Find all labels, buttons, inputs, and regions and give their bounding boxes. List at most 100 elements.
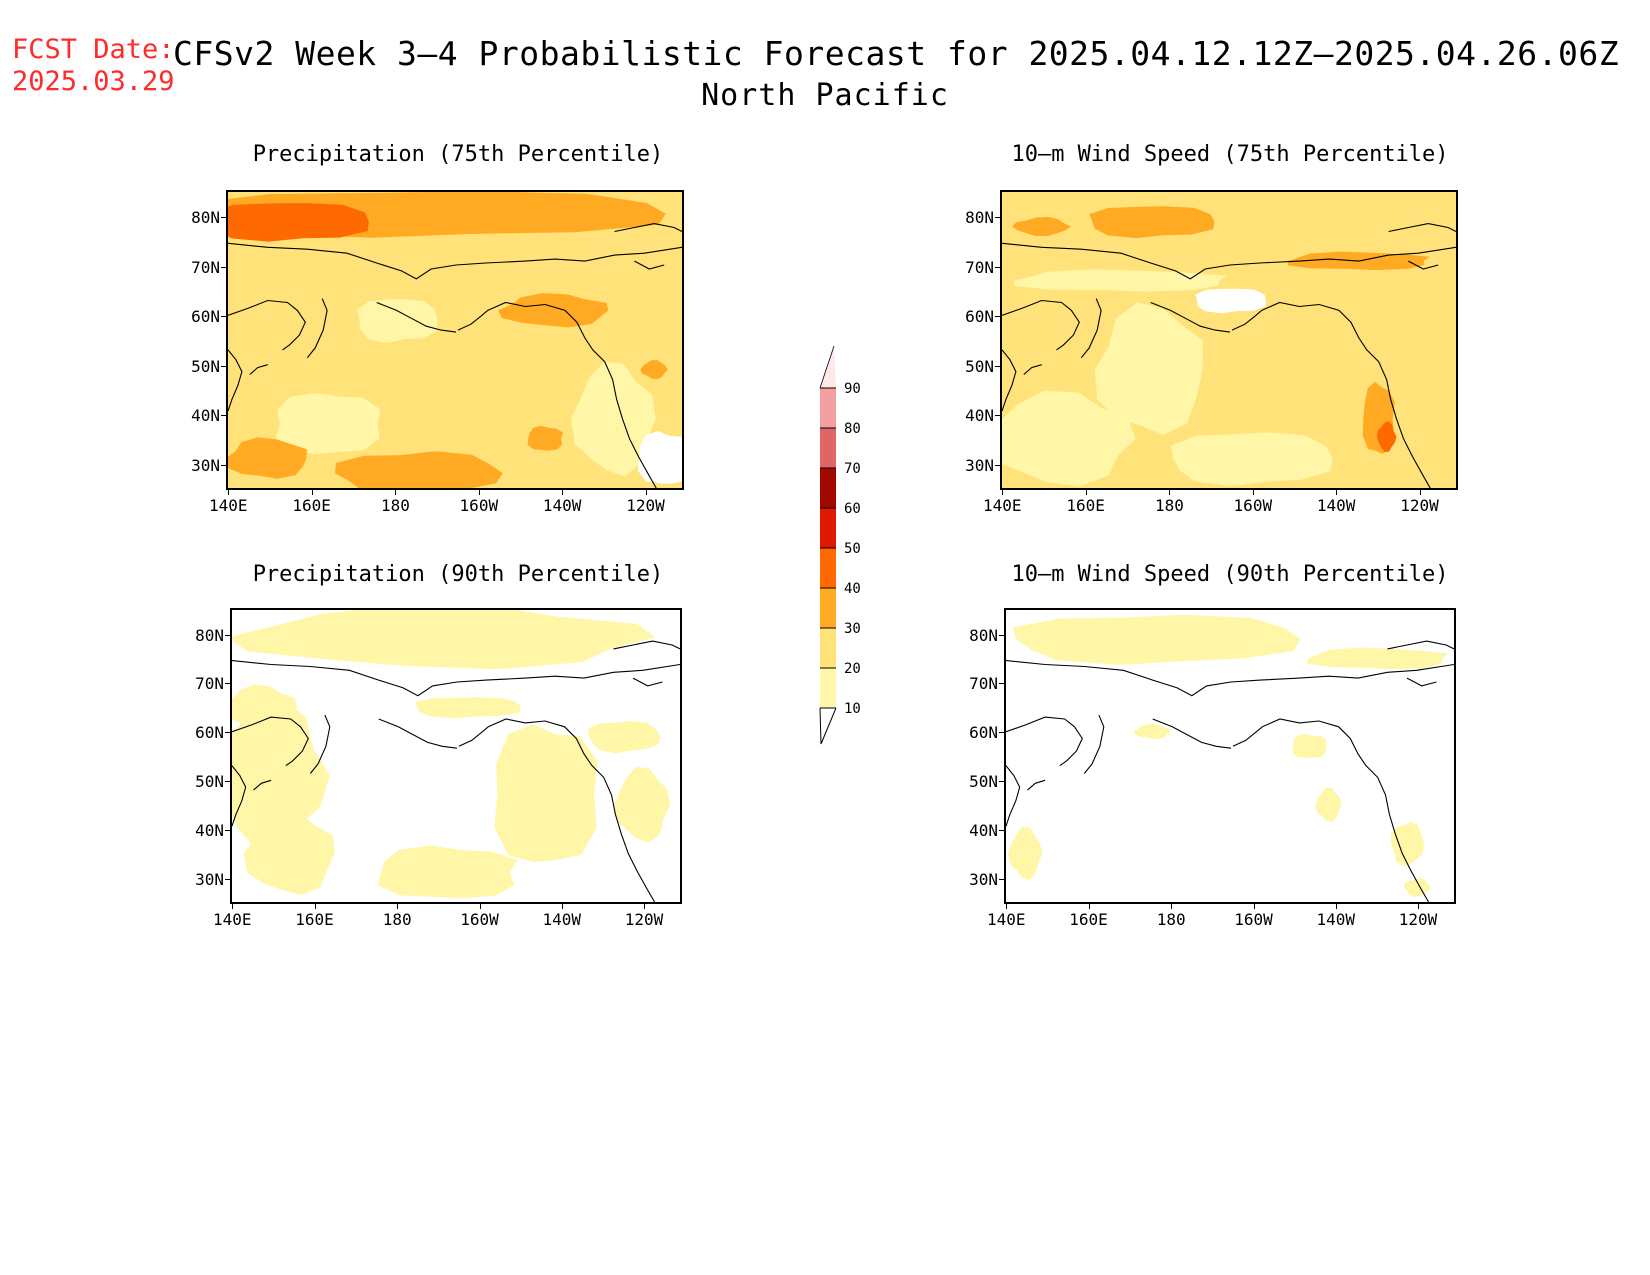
probability-region xyxy=(1008,827,1043,880)
probability-region xyxy=(228,203,369,242)
lat-tick-label: 50N xyxy=(191,356,220,376)
colorbar-label: 20 xyxy=(844,661,861,677)
colorbar-svg: 10 20 30 40 50 60 70 80 90 xyxy=(819,345,861,745)
probability-region xyxy=(378,845,518,899)
probability-region xyxy=(1002,390,1136,487)
lon-tick-label: 180 xyxy=(1156,910,1186,929)
probability-region xyxy=(228,437,307,479)
lat-tick-mark xyxy=(999,878,1004,880)
lon-tick-mark xyxy=(479,904,481,909)
probability-region xyxy=(1411,450,1446,486)
lon-tick-label: 180 xyxy=(382,910,412,929)
probability-region xyxy=(1292,733,1327,758)
probability-region xyxy=(1376,421,1397,452)
lon-tick-mark xyxy=(228,490,230,495)
lat-tick-mark xyxy=(999,732,1004,734)
lat-tick-mark xyxy=(995,464,1000,466)
map-wind-90 xyxy=(1004,608,1456,904)
colorbar-label: 30 xyxy=(844,621,861,637)
probability-region xyxy=(1013,269,1228,292)
probability-region xyxy=(243,810,335,896)
colorbar-segment xyxy=(820,628,836,668)
map-wind-75 xyxy=(1000,190,1458,490)
probability-region xyxy=(1403,878,1431,897)
panel-title-wind-75: 10–m Wind Speed (75th Percentile) xyxy=(1011,142,1449,167)
lon-tick-mark xyxy=(1419,490,1421,495)
lon-tick-mark xyxy=(562,490,564,495)
lon-tick-mark xyxy=(311,490,313,495)
lat-tick-label: 40N xyxy=(195,821,224,840)
lat-tick-label: 50N xyxy=(965,356,994,376)
lon-tick-label: 140W xyxy=(1316,496,1356,515)
colorbar-label: 10 xyxy=(844,701,861,717)
map-canvas xyxy=(228,192,682,488)
probability-region xyxy=(1315,787,1342,822)
lon-tick-mark xyxy=(645,490,647,495)
colorbar-label: 60 xyxy=(844,501,861,517)
lat-tick-label: 60N xyxy=(195,723,224,743)
coastline xyxy=(1006,640,1454,902)
lat-tick-label: 60N xyxy=(191,307,220,326)
probability-region xyxy=(1170,432,1333,487)
lat-tick-label: 80N xyxy=(969,625,998,645)
lon-tick-label: 160W xyxy=(460,910,499,929)
map-canvas xyxy=(1006,610,1454,902)
probability-region xyxy=(276,392,381,454)
lon-tick-label: 140W xyxy=(542,496,582,515)
probability-region xyxy=(335,451,503,488)
lon-tick-mark xyxy=(1252,490,1254,495)
probability-region xyxy=(1390,821,1425,867)
probability-region xyxy=(494,724,598,862)
lat-tick-label: 70N xyxy=(965,257,994,277)
lat-tick-label: 70N xyxy=(969,674,998,694)
lon-tick-mark xyxy=(1006,904,1008,909)
lat-tick-mark xyxy=(221,217,226,218)
lat-tick-label: 30N xyxy=(191,455,220,475)
panel-title-precip-75: Precipitation (75th Percentile) xyxy=(252,142,664,167)
probability-region xyxy=(232,610,656,670)
lon-tick-mark xyxy=(395,490,397,495)
probability-region xyxy=(614,766,671,843)
lat-tick-label: 80N xyxy=(191,208,220,227)
lon-tick-label: 140W xyxy=(542,910,582,929)
probability-region xyxy=(1195,288,1266,314)
lat-tick-mark xyxy=(221,266,226,268)
probability-region xyxy=(527,425,564,451)
probability-region xyxy=(1133,724,1171,740)
lat-tick-label: 60N xyxy=(965,307,994,326)
lat-tick-label: 60N xyxy=(969,723,998,743)
lat-tick-mark xyxy=(995,266,1000,268)
lat-tick-label: 30N xyxy=(195,869,224,889)
lat-tick-mark xyxy=(221,365,226,367)
colorbar-label: 90 xyxy=(844,381,861,397)
lon-tick-label: 140E xyxy=(212,910,252,929)
main-title: CFSv2 Week 3–4 Probabilistic Forecast fo… xyxy=(173,34,1620,73)
lon-tick-label: 120W xyxy=(624,910,664,929)
lon-tick-mark xyxy=(1088,904,1090,909)
lon-tick-label: 140W xyxy=(1316,910,1356,929)
lon-tick-label: 160E xyxy=(295,910,334,929)
probability-region xyxy=(414,697,521,719)
probability-region xyxy=(403,352,553,428)
lon-tick-label: 160E xyxy=(1066,496,1105,515)
colorbar-label: 50 xyxy=(844,541,861,557)
lat-tick-label: 80N xyxy=(195,625,224,645)
colorbar-segment xyxy=(820,588,836,628)
lon-tick-mark xyxy=(397,904,399,909)
lon-tick-mark xyxy=(1253,904,1255,909)
lon-tick-label: 160W xyxy=(1233,496,1273,515)
map-precip-90 xyxy=(230,608,682,904)
lat-tick-label: 40N xyxy=(969,821,998,840)
lon-tick-mark xyxy=(232,904,234,909)
colorbar-segment xyxy=(820,668,836,708)
lat-tick-mark xyxy=(225,683,230,685)
lat-tick-label: 30N xyxy=(969,869,998,889)
lon-tick-label: 120W xyxy=(626,496,665,515)
lat-tick-label: 50N xyxy=(195,772,224,792)
lat-tick-label: 40N xyxy=(191,406,220,425)
lon-tick-label: 140E xyxy=(983,496,1022,515)
panel-title-wind-90: 10–m Wind Speed (90th Percentile) xyxy=(1011,562,1449,587)
probability-region xyxy=(357,299,438,344)
probability-region xyxy=(640,360,668,380)
lon-tick-label: 120W xyxy=(1400,496,1439,515)
